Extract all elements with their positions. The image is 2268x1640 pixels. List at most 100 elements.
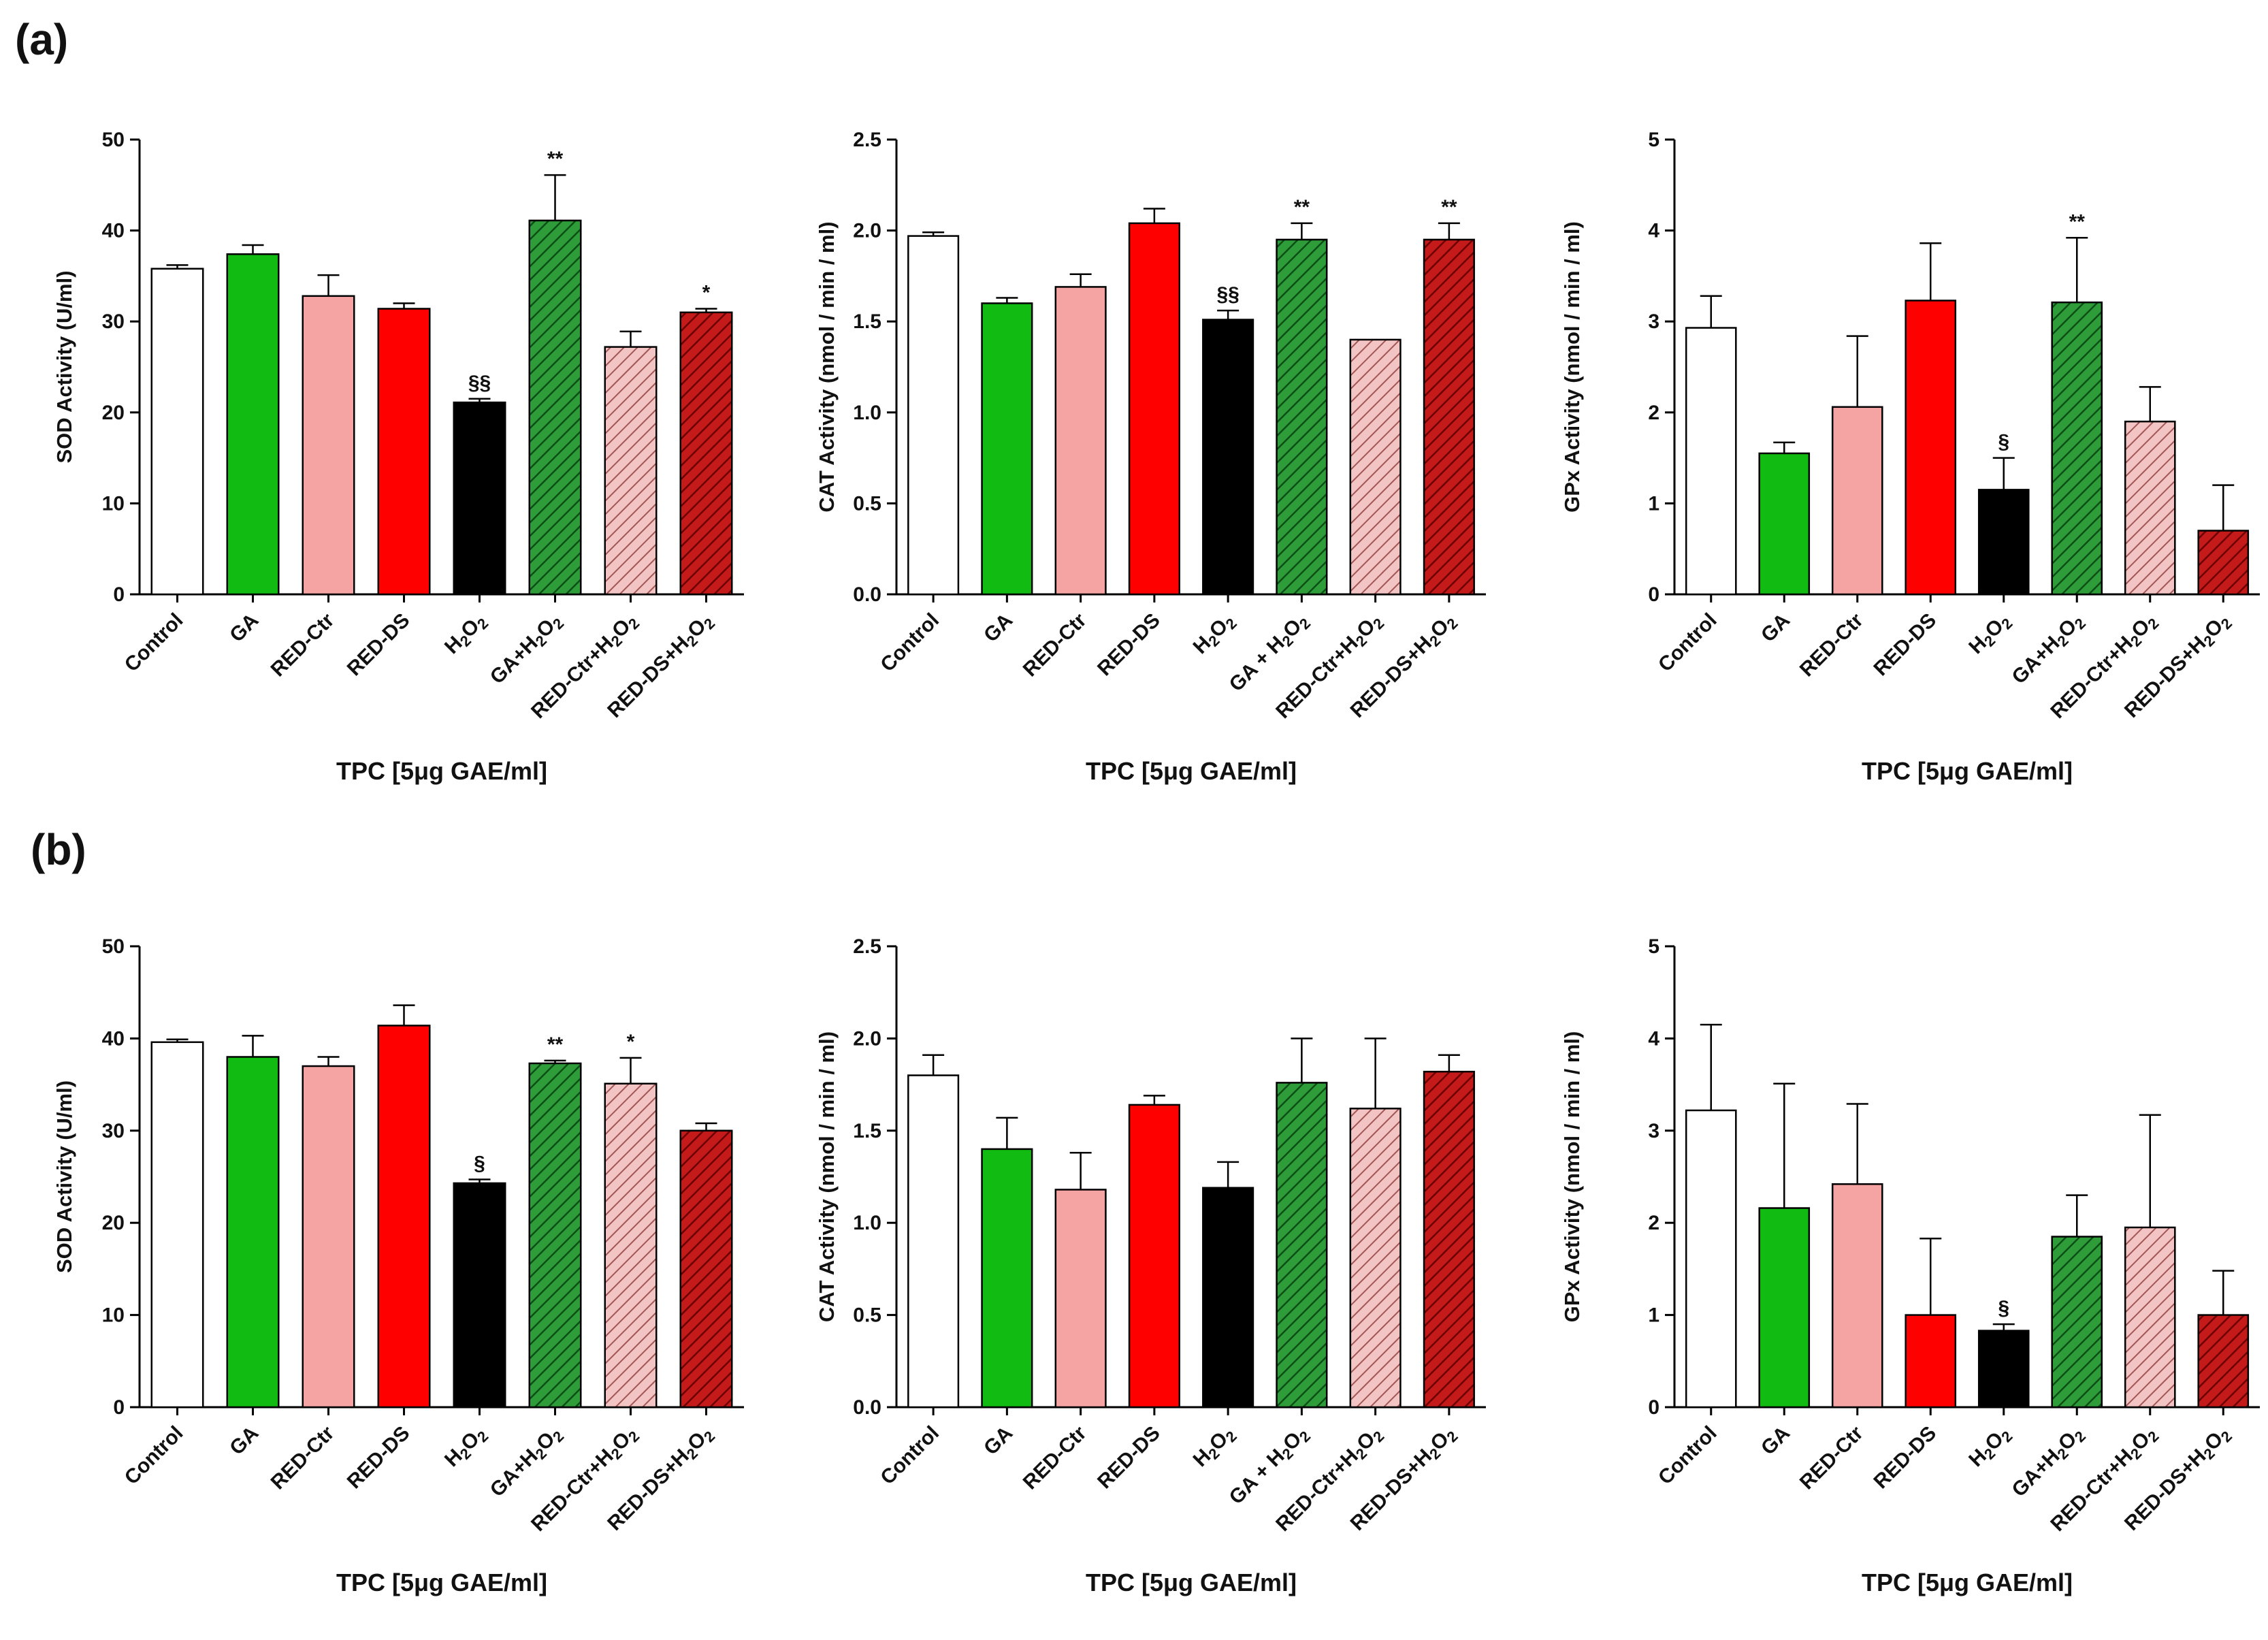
y-tick-label: 0.0 — [853, 1396, 881, 1419]
y-tick-label: 1.5 — [853, 310, 881, 333]
bar-ga — [226, 1056, 280, 1409]
x-tick-label: RED-Ctr — [1796, 1421, 1868, 1494]
y-tick-label: 50 — [102, 935, 125, 958]
x-tick-label: Control — [120, 1422, 188, 1490]
x-axis-label: TPC [5μg GAE/ml] — [1862, 1569, 2073, 1596]
bar-h2o2 — [1977, 489, 2030, 596]
x-tick-label: H2O2 — [1964, 609, 2015, 660]
x-tick-label: GA — [979, 609, 1017, 647]
significance-label: § — [1998, 1297, 2009, 1319]
chart-a-cat: 0.0 0.5 1.0 1.5 2.0 2.5 CAT Activity (nmol / m… — [815, 129, 1486, 785]
x-tick-label: RED-DS — [1093, 609, 1165, 681]
bar-red-ctr-h2o2 — [2124, 420, 2176, 596]
y-tick-label: 1.5 — [853, 1120, 881, 1142]
bar-ga-h2o2 — [1276, 1082, 1328, 1409]
chart-a-gpx: 0 1 2 3 4 5 GPx Activity (nmol / min / ml) TPC … — [1560, 129, 2260, 785]
bar-control — [907, 235, 960, 596]
chart-b-sod: 0 10 20 30 40 50 SOD Activity (U/ml) TPC [5μg G… — [52, 935, 744, 1596]
x-tick-label: H2O2 — [440, 1422, 491, 1473]
x-tick-label: GA — [1757, 1422, 1794, 1460]
y-tick-label: 4 — [1648, 220, 1659, 242]
bar-red-ds-h2o2 — [1423, 1070, 1475, 1409]
bar-ga-h2o2 — [528, 1062, 582, 1409]
y-tick-label: 2.0 — [853, 1027, 881, 1050]
bar-ga — [1758, 1207, 1811, 1409]
y-tick-label: 0 — [1648, 583, 1659, 606]
significance-label: §§ — [468, 372, 491, 394]
bar-ga-h2o2 — [2051, 1236, 2103, 1409]
y-tick-label: 1 — [1648, 1304, 1659, 1327]
chart-a-sod: 0 10 20 30 40 50 SOD Activity (U/ml) TPC [5μg G… — [52, 129, 744, 785]
bar-ga-h2o2 — [2051, 301, 2103, 596]
bar-h2o2 — [1202, 319, 1254, 596]
y-tick-label: 2 — [1648, 1212, 1659, 1234]
bar-red-ds — [1128, 222, 1180, 596]
bar-ga — [981, 1148, 1033, 1409]
x-tick-label: RED-DS — [343, 609, 415, 681]
y-tick-label: 1.0 — [853, 1212, 881, 1234]
x-axis-label: TPC [5μg GAE/ml] — [336, 1569, 547, 1596]
y-tick-label: 5 — [1648, 935, 1659, 958]
bar-ga — [981, 302, 1033, 596]
bar-h2o2 — [1202, 1187, 1254, 1409]
significance-label: § — [474, 1153, 485, 1175]
bar-red-ds-h2o2 — [679, 1129, 733, 1409]
x-axis-label: TPC [5μg GAE/ml] — [1086, 757, 1297, 785]
chart-b-cat: 0.0 0.5 1.0 1.5 2.0 2.5 CAT Activity (nmol / m… — [815, 935, 1486, 1596]
y-tick-label: 3 — [1648, 1120, 1659, 1142]
bar-red-ctr-h2o2 — [1349, 338, 1402, 596]
x-tick-label: RED-Ctr — [1796, 609, 1868, 681]
y-tick-label: 2.5 — [853, 129, 881, 151]
y-tick-label: 40 — [102, 1027, 125, 1050]
bar-h2o2 — [453, 401, 506, 596]
bar-control — [150, 1041, 204, 1409]
x-tick-label: RED-Ctr — [267, 609, 339, 681]
x-tick-label: GA — [225, 609, 263, 647]
significance-label: * — [627, 1031, 635, 1053]
x-tick-label: GA — [979, 1422, 1017, 1460]
bar-red-ctr — [302, 295, 355, 596]
y-tick-label: 0.0 — [853, 583, 881, 606]
y-tick-label: 0.5 — [853, 1304, 881, 1327]
y-axis-label: GPx Activity (nmol / min / ml) — [1560, 1031, 1584, 1323]
x-tick-label: Control — [1654, 1422, 1721, 1490]
x-tick-label: Control — [876, 609, 943, 677]
bar-red-ds-h2o2 — [1423, 238, 1475, 596]
y-tick-label: 40 — [102, 220, 125, 242]
bar-control — [1685, 1109, 1737, 1409]
y-tick-label: 4 — [1648, 1027, 1659, 1050]
chart-b-gpx: 0 1 2 3 4 5 GPx Activity (nmol / min / ml) TPC … — [1560, 935, 2260, 1596]
bar-red-ds-h2o2 — [2197, 1314, 2250, 1409]
x-tick-label: H2O2 — [1189, 1422, 1240, 1473]
significance-label: * — [702, 281, 711, 304]
bar-red-ctr-h2o2 — [2124, 1226, 2176, 1409]
bar-red-ctr — [1054, 1189, 1107, 1409]
x-tick-label: GA — [1757, 609, 1794, 647]
y-tick-label: 2 — [1648, 402, 1659, 424]
bar-control — [907, 1074, 960, 1409]
x-tick-label: H2O2 — [1189, 609, 1240, 660]
x-tick-label: Control — [120, 609, 188, 677]
bar-red-ds — [377, 308, 431, 596]
bar-ga — [1758, 452, 1811, 596]
bar-red-ds-h2o2 — [2197, 530, 2250, 596]
x-axis-label: TPC [5μg GAE/ml] — [1862, 757, 2073, 785]
bar-control — [1685, 327, 1737, 596]
y-tick-label: 10 — [102, 492, 125, 515]
bar-h2o2 — [453, 1182, 506, 1409]
bar-red-ctr-h2o2 — [604, 1082, 658, 1409]
y-axis-label: GPx Activity (nmol / min / ml) — [1560, 221, 1584, 513]
y-axis-label: SOD Activity (U/ml) — [52, 1080, 76, 1273]
y-tick-label: 2.0 — [853, 220, 881, 242]
bar-red-ds — [1905, 1314, 1957, 1409]
bar-red-ctr — [1831, 1183, 1883, 1409]
y-tick-label: 20 — [102, 402, 125, 424]
x-tick-label: RED-DS — [343, 1422, 415, 1494]
x-tick-label: GA — [225, 1422, 263, 1460]
bar-ga — [226, 253, 280, 596]
x-tick-label: RED-Ctr — [1019, 1421, 1091, 1494]
x-tick-label: Control — [1654, 609, 1721, 677]
x-tick-label: H2O2 — [440, 609, 491, 660]
bar-red-ctr — [302, 1065, 355, 1409]
